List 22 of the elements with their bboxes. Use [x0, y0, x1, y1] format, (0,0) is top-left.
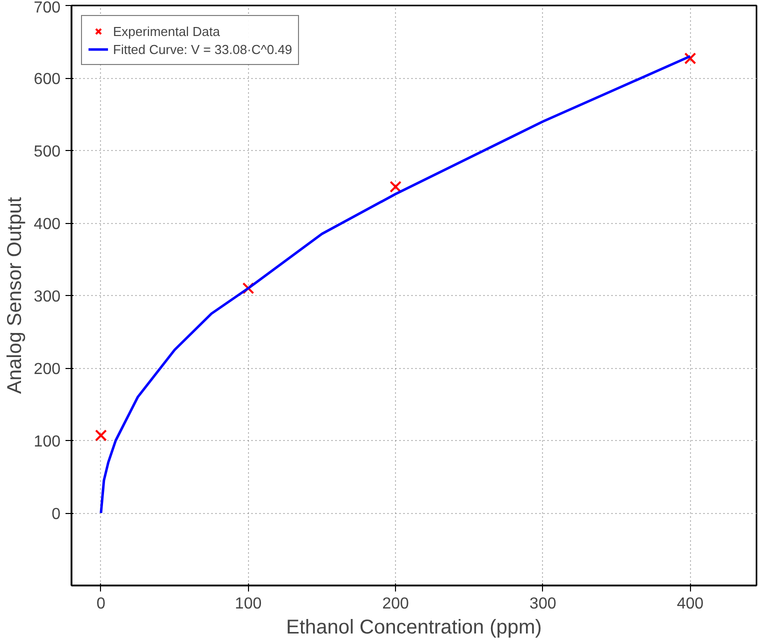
x-tick-label: 0 [96, 596, 106, 612]
x-axis-title: Ethanol Concentration (ppm) [286, 616, 542, 638]
y-tick-label: 600 [34, 71, 61, 88]
y-tick-label: 100 [34, 434, 61, 450]
y-tick-label: 400 [34, 216, 61, 233]
x-tick-label: 100 [234, 596, 262, 612]
y-tick-label: 500 [34, 144, 61, 160]
point [95, 429, 107, 442]
y-axis-title: Analog Sensor Output [4, 196, 26, 394]
y-tick-label: 200 [34, 361, 61, 378]
y-tick-label: 700 [34, 0, 61, 16]
y-tick-label: 0 [52, 506, 61, 523]
x-tick-label: 200 [382, 596, 410, 612]
x-tick-label: 300 [530, 596, 556, 612]
legend-label: Fitted Curve: V = 33.08·C^0.49 [113, 40, 292, 58]
point [242, 282, 254, 294]
x-tick-label: 400 [676, 596, 704, 612]
legend-label: Experimental Data [113, 22, 220, 40]
line-series [100, 55, 692, 514]
y-tick-label: 300 [34, 288, 61, 306]
point [390, 180, 402, 193]
point [684, 52, 696, 64]
